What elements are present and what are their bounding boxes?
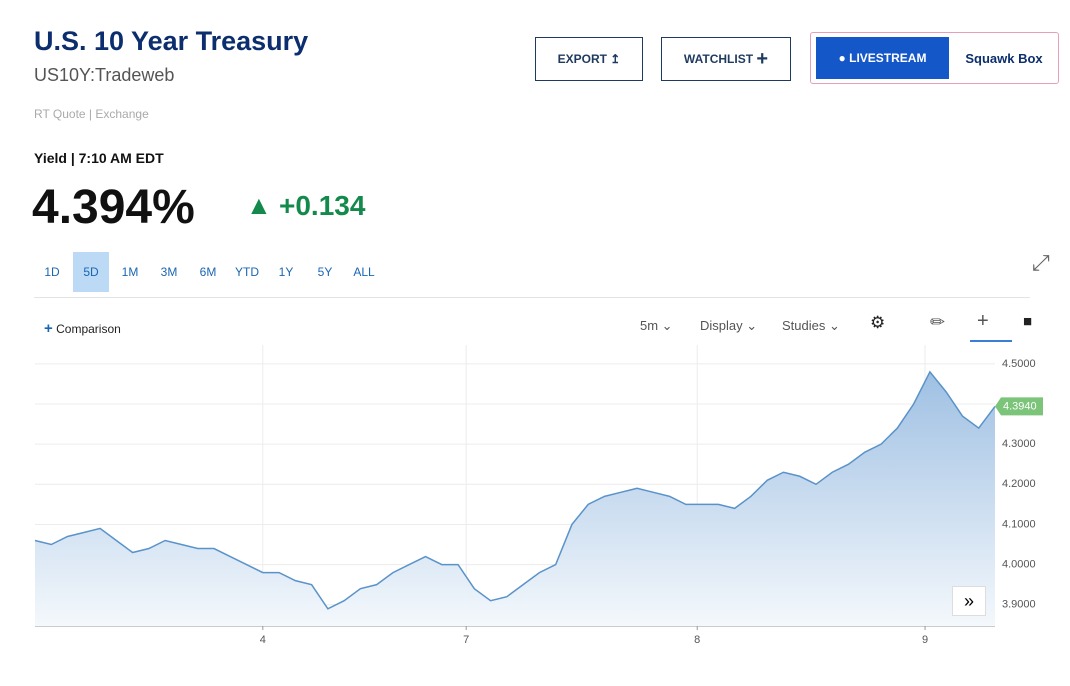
chart: 3.90004.00004.10004.20004.30004.40004.50…	[34, 345, 1043, 646]
range-button[interactable]: 5Y	[317, 265, 333, 279]
y-tick-label: 4.0000	[1002, 558, 1036, 570]
interval[interactable]: 5m ⌄	[640, 318, 673, 333]
livestream-label: LIVESTREAM	[849, 51, 927, 65]
interval-label: 5m	[640, 318, 659, 333]
range-button[interactable]: 6M	[199, 265, 217, 279]
price: 4.394%	[32, 181, 195, 234]
live-box	[810, 32, 1059, 84]
symbol: US10Y:Tradeweb	[34, 65, 175, 85]
yield-label: Yield | 7:10 AM EDT	[34, 150, 164, 166]
comment-icon[interactable]: ■	[1023, 313, 1033, 330]
title: U.S. 10 Year Treasury	[34, 26, 309, 56]
x-tick-label: 9	[922, 634, 928, 646]
range-button[interactable]: 1D	[44, 265, 60, 279]
line	[34, 370, 996, 610]
last-value-label: 4.3940	[1003, 400, 1037, 412]
studies[interactable]: Studies ⌄	[782, 318, 840, 333]
range-button[interactable]: 5D	[73, 252, 109, 292]
range-button[interactable]: ALL	[353, 265, 375, 279]
tool-underline	[970, 340, 1012, 342]
y-tick-label: 4.5000	[1002, 358, 1036, 370]
comparison[interactable]: + Comparison	[44, 320, 121, 337]
export-label: EXPORT	[557, 52, 607, 66]
display[interactable]: Display ⌄	[700, 318, 758, 333]
y-tick-label: 4.2000	[1002, 478, 1036, 490]
settings-icon[interactable]: ⚙	[870, 313, 886, 332]
x-tick-label: 7	[463, 634, 469, 646]
area-fill	[35, 371, 995, 626]
livestream-button[interactable]: ● LIVESTREAM	[816, 37, 949, 79]
change-arrow: ▲	[246, 190, 272, 220]
change: +0.134	[279, 190, 366, 221]
expand-icon[interactable]: ⤢	[1032, 250, 1050, 275]
y-tick-label: 4.3000	[1002, 438, 1036, 450]
squawk-label: Squawk Box	[965, 50, 1043, 66]
range-button[interactable]: 1Y	[278, 265, 294, 279]
comparison-label: Comparison	[56, 322, 121, 336]
quote-source: RT Quote | Exchange	[34, 107, 149, 121]
divider	[34, 297, 1030, 298]
watchlist-button[interactable]: WATCHLIST +	[661, 37, 791, 81]
watchlist-label: WATCHLIST	[683, 52, 754, 66]
studies-label: Studies	[782, 318, 826, 333]
last-value-tag	[995, 397, 1043, 416]
range-button[interactable]: 3M	[160, 265, 178, 279]
scroll-button[interactable]: »	[952, 586, 986, 616]
range-button[interactable]: 1M	[121, 265, 139, 279]
y-tick-label: 3.9000	[1002, 599, 1036, 611]
range-button[interactable]: YTD	[235, 265, 259, 279]
draw-icon[interactable]: ✏	[930, 312, 946, 332]
x-tick-label: 4	[260, 634, 266, 646]
crosshair-icon[interactable]: +	[977, 310, 989, 332]
y-tick-label: 4.1000	[1002, 518, 1036, 530]
display-label: Display	[700, 318, 743, 333]
x-tick-label: 8	[694, 634, 700, 646]
squawk-button[interactable]: Squawk Box	[952, 37, 1056, 79]
export-button[interactable]: EXPORT ↥	[535, 37, 643, 81]
